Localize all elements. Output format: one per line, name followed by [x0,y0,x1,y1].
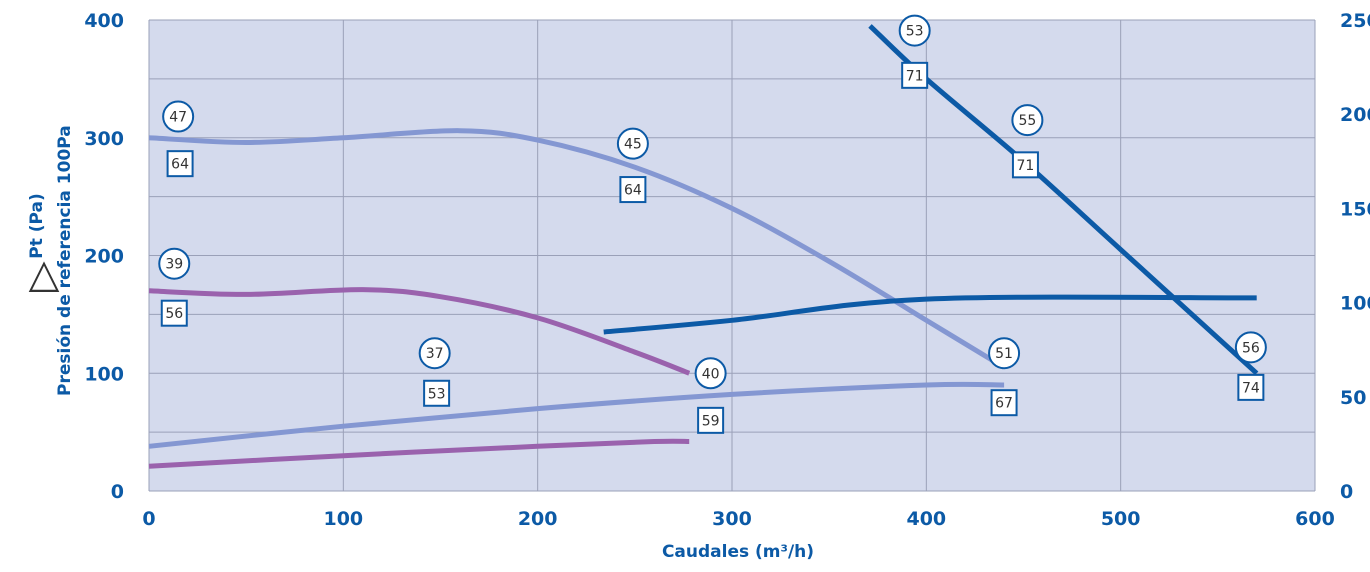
marker-label: 56 [1242,340,1260,356]
y-tick-label: 200 [84,246,124,268]
marker-label: 53 [428,386,446,402]
delta-symbol: △ [29,251,60,297]
annotation-group: 47 64 39 56 37 53 45 64 40 59 53 71 55 71 51 67 56 74 [158,14,1267,434]
circle-marker: 37 [418,337,451,370]
marker-label: 45 [624,137,642,153]
circle-marker: 51 [988,337,1021,370]
x-tick-label: 100 [323,508,363,530]
circle-marker-shape [418,337,451,370]
circle-marker-shape [158,247,191,280]
square-marker: 64 [619,176,647,204]
y-axis-title-main: Pt (Pa) [27,193,47,259]
marker-label: 59 [702,413,720,429]
y-axis-title-sub: Presión de referencia 100Pa [55,125,75,396]
circle-marker: 40 [694,357,727,390]
square-marker-shape [901,61,929,89]
square-marker-shape [423,379,451,407]
circle-marker: 39 [158,247,191,280]
y-axis-title-main-group: Pt (Pa) [27,193,47,259]
marker-label: 64 [624,183,642,199]
x-tick-labels: 0 100 200 300 400 500 600 [142,508,1334,530]
marker-label: 55 [1018,113,1036,129]
y-tick-label: 100 [84,363,124,385]
y2-tick-label: 50 [1340,387,1366,409]
y-tick-labels: 0 100 200 300 400 [84,10,124,503]
square-marker-shape [990,389,1018,417]
marker-label: 67 [995,396,1013,412]
marker-label: 74 [1242,380,1260,396]
square-marker: 59 [697,406,725,434]
series-line-2 [148,287,691,376]
circle-marker-shape [162,100,195,133]
y2-tick-label: 0 [1340,481,1353,503]
square-marker-shape [697,406,725,434]
marker-label: 47 [169,110,187,126]
grid-lines [148,19,1316,492]
circle-marker: 45 [616,127,649,160]
square-marker: 53 [423,379,451,407]
x-tick-label: 200 [518,508,558,530]
square-marker-shape [160,299,188,327]
marker-label: 39 [165,257,183,273]
square-marker: 74 [1237,373,1265,401]
x-tick-label: 300 [712,508,752,530]
marker-label: 71 [906,68,924,84]
x-tick-label: 0 [142,508,155,530]
y2-tick-label: 150 [1340,198,1370,220]
y-tick-label: 0 [111,481,124,503]
circle-marker-shape [988,337,1021,370]
x-tick-label: 500 [1101,508,1141,530]
series-line-4 [148,381,1005,449]
x-axis-title: Caudales (m³/h) [662,542,814,562]
marker-label: 71 [1017,158,1035,174]
square-marker-shape [166,150,194,178]
circle-marker-shape [1234,331,1267,364]
x-tick-label: 600 [1295,508,1335,530]
square-marker-shape [619,176,647,204]
series-line-1 [148,128,1006,370]
marker-label: 37 [426,346,444,362]
y2-tick-label: 250 [1340,10,1370,32]
circle-marker: 47 [162,100,195,133]
square-marker-shape [1011,151,1039,179]
circle-marker-shape [1011,104,1044,137]
circle-marker-shape [898,14,931,47]
circle-marker: 55 [1011,104,1044,137]
y-axis-title-group: Presión de referencia 100Pa [55,125,75,396]
x-tick-label: 400 [906,508,946,530]
circle-marker-shape [694,357,727,390]
marker-label: 56 [165,306,183,322]
circle-marker-shape [616,127,649,160]
square-marker-shape [1237,373,1265,401]
y2-tick-label: 200 [1340,104,1370,126]
y2-tick-label: 100 [1340,293,1370,315]
square-marker: 71 [1011,151,1039,179]
marker-label: 40 [702,366,720,382]
marker-label: 64 [171,157,189,173]
square-marker: 56 [160,299,188,327]
square-marker: 67 [990,389,1018,417]
circle-marker: 53 [898,14,931,47]
series-line-6 [603,294,1257,335]
marker-label: 53 [906,24,924,40]
y2-tick-labels: 0 50 100 150 200 250 [1340,10,1370,503]
marker-label: 51 [995,346,1013,362]
series-line-5 [148,438,690,469]
circle-marker: 56 [1234,331,1267,364]
square-marker: 64 [166,150,194,178]
y-tick-label: 300 [84,128,124,150]
square-marker: 71 [901,61,929,89]
y-tick-label: 400 [84,10,124,32]
